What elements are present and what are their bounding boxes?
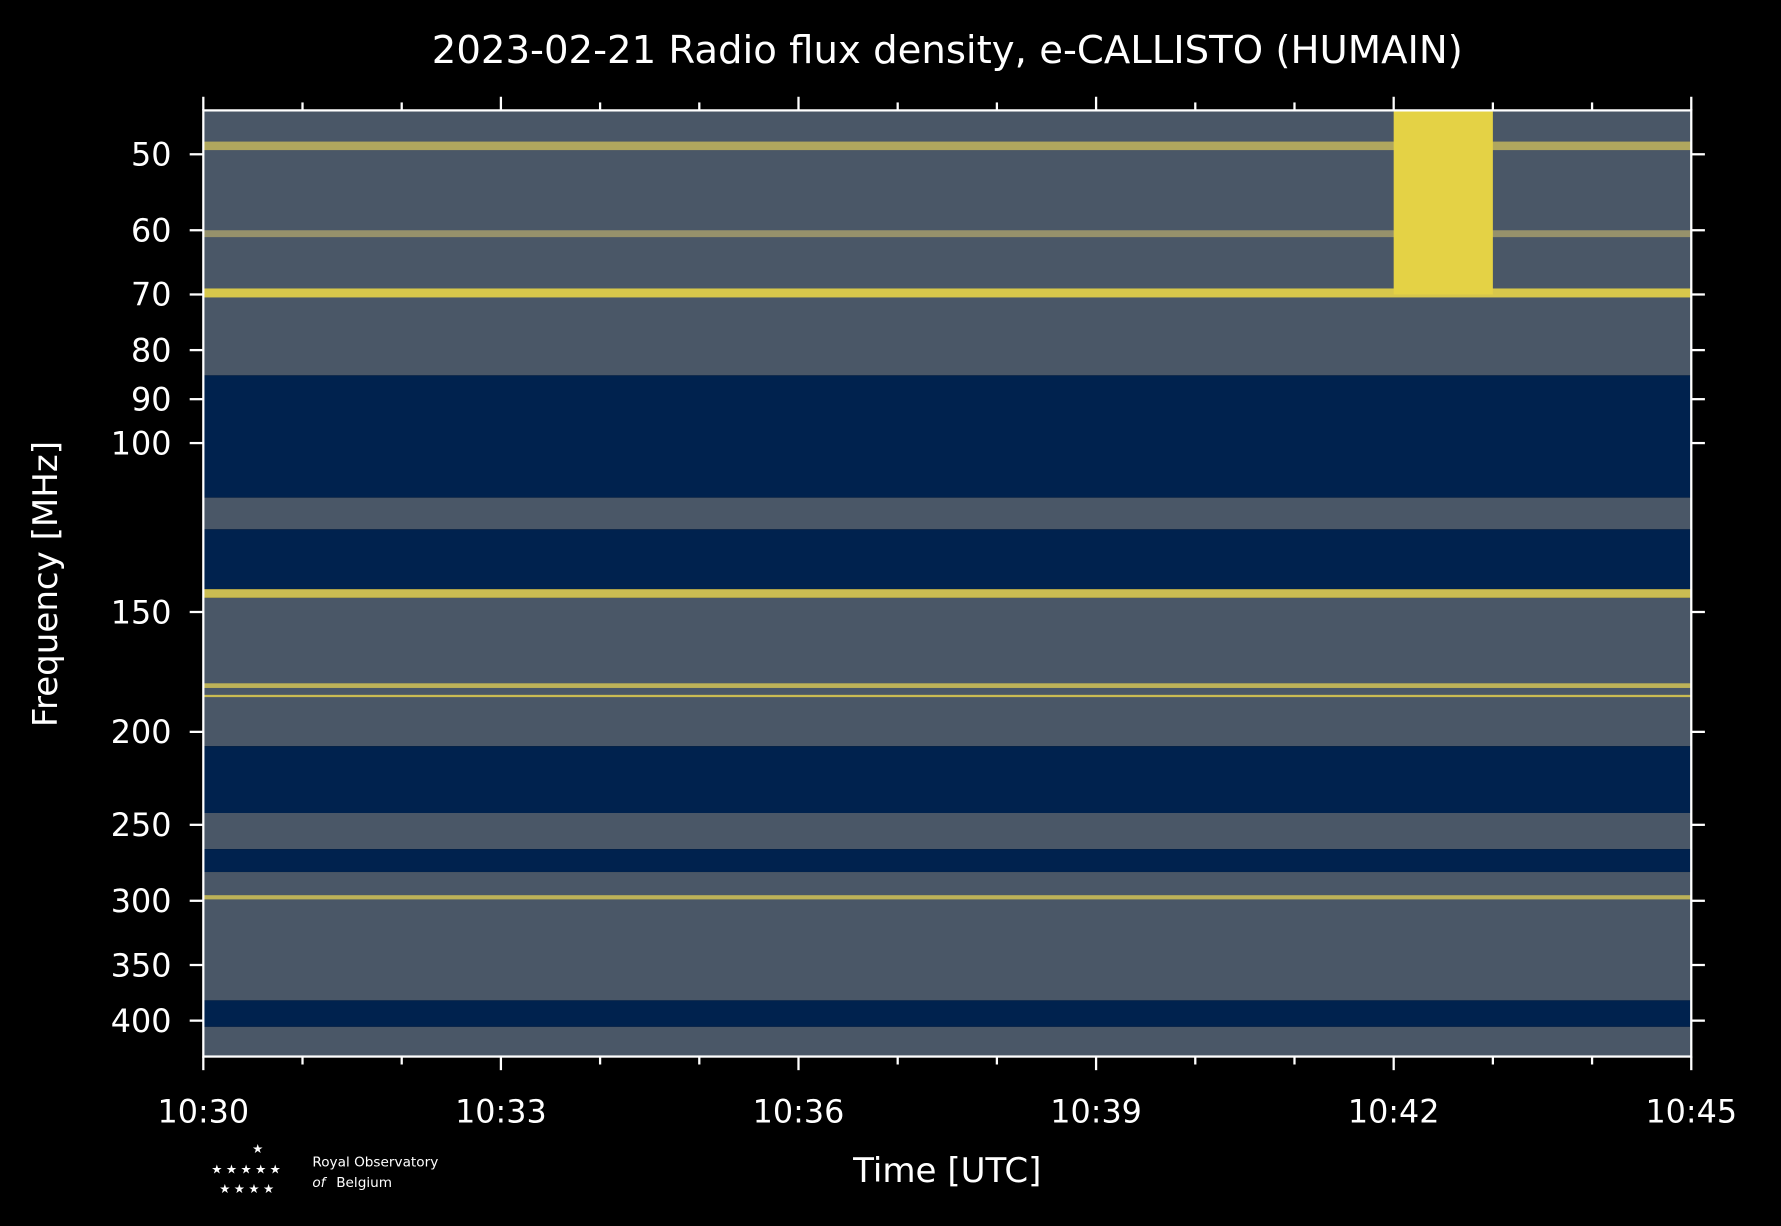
y-tick-label: 60 bbox=[131, 213, 171, 250]
logo: ★ ★★★★★ ★★★★ Royal Observatory of Belgiu… bbox=[211, 1141, 438, 1196]
spectrogram-cell bbox=[203, 872, 1692, 1001]
x-axis-label: Time [UTC] bbox=[852, 1151, 1041, 1191]
spectrogram-cell bbox=[203, 812, 1692, 850]
spectrogram-cell bbox=[203, 683, 1692, 688]
x-tick-label: 10:30 bbox=[157, 1093, 249, 1130]
spectrogram-cell bbox=[1393, 110, 1493, 295]
y-tick-label: 90 bbox=[131, 381, 171, 418]
y-tick-label: 50 bbox=[131, 137, 171, 174]
x-tick-label: 10:39 bbox=[1050, 1093, 1142, 1130]
x-tick-label: 10:33 bbox=[455, 1093, 547, 1130]
y-tick-label: 70 bbox=[131, 277, 171, 314]
logo-text: Belgium bbox=[336, 1175, 392, 1191]
y-tick-label: 80 bbox=[131, 332, 171, 369]
x-tick-label: 10:42 bbox=[1348, 1093, 1440, 1130]
spectrogram-cell bbox=[203, 1000, 1692, 1027]
plot-area bbox=[203, 110, 1692, 1057]
x-tick-label: 10:45 bbox=[1645, 1093, 1737, 1130]
logo-text: of bbox=[312, 1175, 327, 1191]
plot-frame bbox=[202, 109, 1693, 1058]
spectrogram-cell bbox=[203, 849, 1692, 873]
y-tick-label: 100 bbox=[111, 425, 172, 462]
spectrogram-cell bbox=[203, 694, 1692, 698]
spectrogram-cell bbox=[203, 141, 1692, 151]
y-tick-label: 350 bbox=[111, 947, 172, 984]
spectrogram-cell bbox=[203, 746, 1692, 813]
spectrogram-cell bbox=[203, 1026, 1692, 1057]
logo-text: Royal Observatory bbox=[312, 1155, 438, 1171]
y-tick-label: 150 bbox=[111, 594, 172, 631]
logo-star: ★ bbox=[252, 1141, 263, 1156]
logo-stars: ★★★★★ bbox=[211, 1162, 284, 1177]
spectrogram-cell bbox=[203, 288, 1692, 298]
spectrogram-cell bbox=[203, 230, 1692, 238]
logo-stars: ★★★★ bbox=[219, 1181, 277, 1196]
chart-title: 2023-02-21 Radio flux density, e-CALLIST… bbox=[432, 28, 1463, 73]
y-tick-label: 400 bbox=[111, 1003, 172, 1040]
spectrogram-cell bbox=[203, 529, 1692, 590]
y-axis-label: Frequency [MHz] bbox=[26, 441, 66, 727]
x-tick-label: 10:36 bbox=[753, 1093, 845, 1130]
spectrogram-cell bbox=[203, 589, 1692, 598]
spectrogram-cell bbox=[203, 375, 1692, 498]
y-tick-label: 300 bbox=[111, 883, 172, 920]
spectrogram-cell bbox=[203, 497, 1692, 530]
y-tick-label: 250 bbox=[111, 807, 172, 844]
spectrogram-cell bbox=[203, 597, 1692, 747]
spectrogram-cell bbox=[203, 895, 1692, 900]
y-tick-label: 200 bbox=[111, 714, 172, 751]
